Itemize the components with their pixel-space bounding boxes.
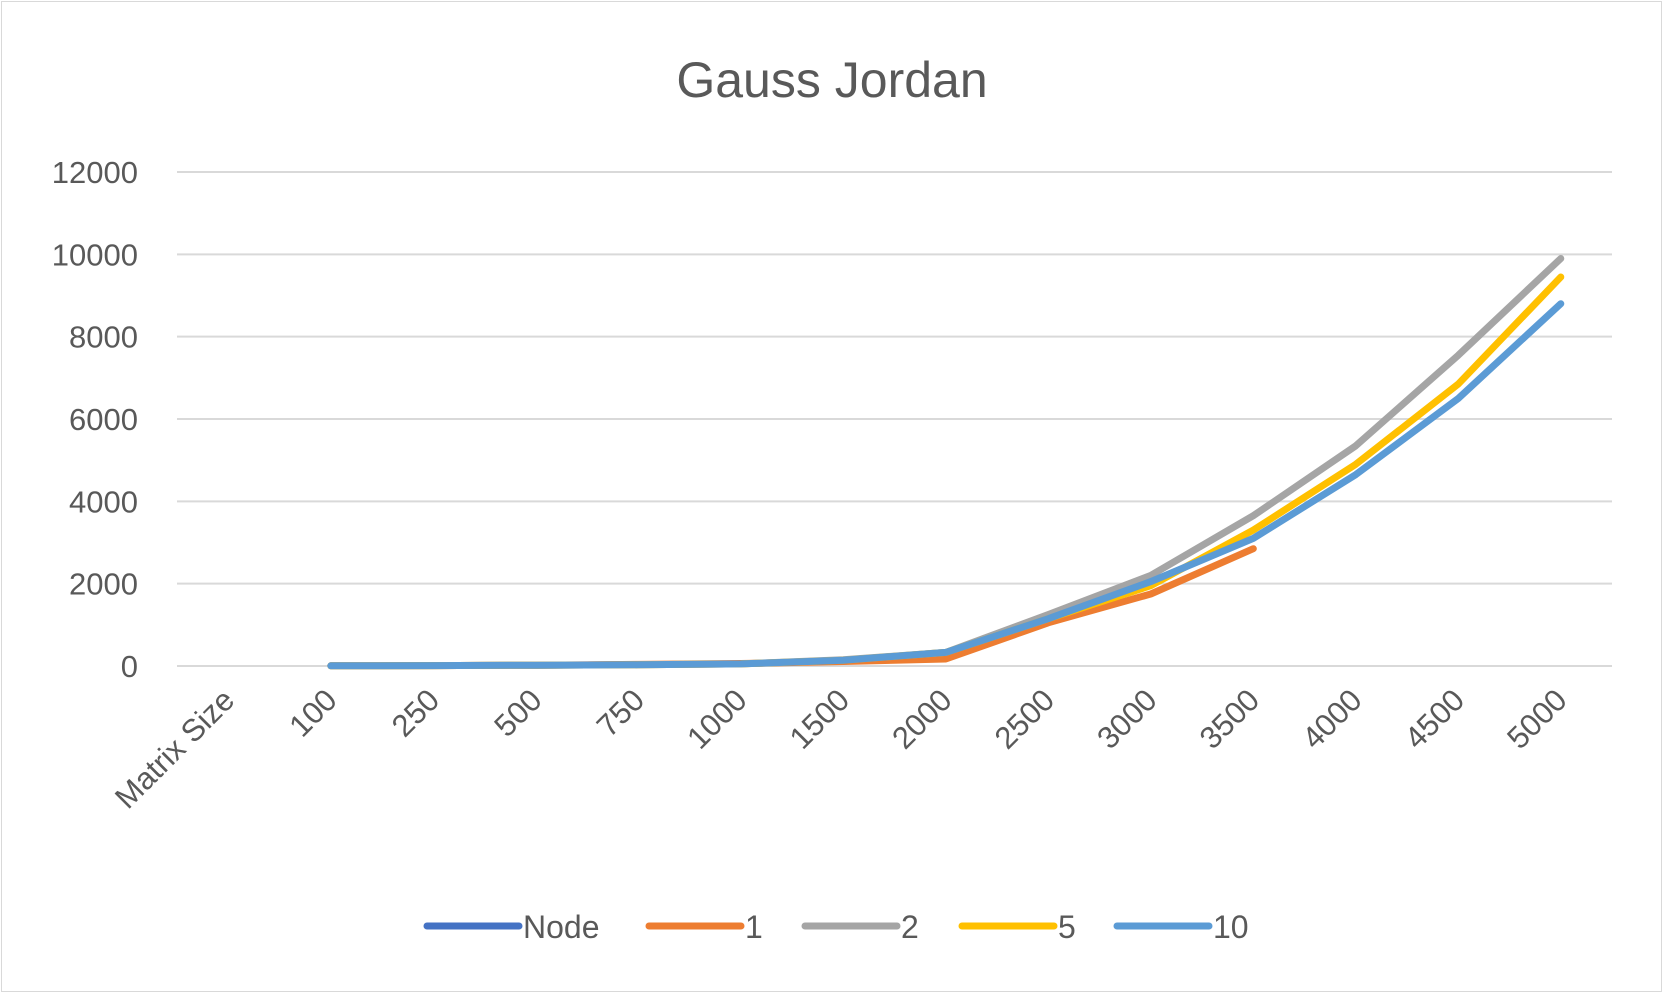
x-tick-label: 100 bbox=[282, 682, 343, 743]
y-tick-label: 4000 bbox=[69, 484, 138, 519]
legend-label-5: 5 bbox=[1058, 909, 1076, 945]
x-tick-label: 2000 bbox=[885, 682, 959, 756]
x-tick-label: 3000 bbox=[1090, 682, 1164, 756]
x-tick-label: 4000 bbox=[1295, 682, 1369, 756]
series-line-10 bbox=[327, 300, 1565, 670]
y-tick-label: 12000 bbox=[52, 155, 138, 190]
x-tick-label: 250 bbox=[385, 682, 446, 743]
chart-title: Gauss Jordan bbox=[676, 52, 987, 108]
x-axis-ticks: Matrix Size 100 250 500 750 1000 1500 2000 2500 3… bbox=[108, 682, 1574, 815]
y-tick-label: 6000 bbox=[69, 402, 138, 437]
legend-label-10: 10 bbox=[1213, 909, 1249, 945]
series-line-5 bbox=[327, 273, 1565, 670]
y-tick-label: 10000 bbox=[52, 237, 138, 272]
x-tick-label: 4500 bbox=[1398, 682, 1472, 756]
x-tick-label: 2500 bbox=[988, 682, 1062, 756]
y-tick-label: 0 bbox=[121, 649, 138, 684]
legend-label-Node: Node bbox=[523, 909, 600, 945]
legend-label-2: 2 bbox=[901, 909, 919, 945]
y-tick-label: 2000 bbox=[69, 567, 138, 602]
x-tick-label: Matrix Size bbox=[108, 682, 241, 815]
legend-label-1: 1 bbox=[745, 909, 763, 945]
x-tick-label: 1500 bbox=[783, 682, 857, 756]
series-lines bbox=[327, 255, 1565, 670]
x-tick-label: 750 bbox=[590, 682, 651, 743]
gridlines bbox=[177, 171, 1612, 667]
y-tick-label: 8000 bbox=[69, 320, 138, 355]
x-tick-label: 500 bbox=[487, 682, 548, 743]
x-tick-label: 3500 bbox=[1193, 682, 1267, 756]
y-axis-ticks: 0 2000 4000 6000 8000 10000 12000 bbox=[52, 155, 138, 684]
series-line-1 bbox=[327, 545, 1257, 670]
x-tick-label: 1000 bbox=[680, 682, 754, 756]
x-tick-label: 5000 bbox=[1500, 682, 1574, 756]
legend: Node 1 2 5 10 bbox=[423, 909, 1249, 945]
